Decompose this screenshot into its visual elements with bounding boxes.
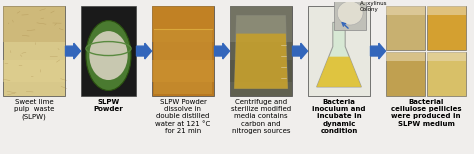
Polygon shape xyxy=(234,15,288,89)
Bar xyxy=(3,6,65,96)
Bar xyxy=(81,6,136,96)
FancyArrow shape xyxy=(215,43,229,59)
Bar xyxy=(230,6,292,42)
Bar xyxy=(154,29,212,94)
FancyArrow shape xyxy=(292,43,308,59)
Text: SLPW
Powder: SLPW Powder xyxy=(94,99,123,112)
Bar xyxy=(427,52,466,61)
Ellipse shape xyxy=(86,21,131,91)
Bar xyxy=(152,60,214,82)
Bar xyxy=(427,6,466,15)
Ellipse shape xyxy=(337,1,363,25)
Bar xyxy=(386,6,425,50)
Polygon shape xyxy=(234,34,288,89)
Bar xyxy=(386,52,425,96)
FancyArrow shape xyxy=(137,43,152,59)
Bar xyxy=(308,6,370,96)
Text: Bacterial
cellulose pellicles
were produced in
SLPW medium: Bacterial cellulose pellicles were produ… xyxy=(391,99,461,127)
Polygon shape xyxy=(317,57,361,87)
Bar xyxy=(427,6,466,50)
Bar xyxy=(3,6,65,42)
Bar xyxy=(152,6,214,96)
Bar xyxy=(230,60,292,82)
Text: A. xylinus
Colony: A. xylinus Colony xyxy=(360,1,386,12)
Bar xyxy=(230,6,292,96)
Text: SLPW Powder
dissolve in
double distilled
water at 121 °C
for 21 min: SLPW Powder dissolve in double distilled… xyxy=(155,99,210,134)
Text: Sweet lime
pulp  waste
(SLPW): Sweet lime pulp waste (SLPW) xyxy=(14,99,54,120)
Bar xyxy=(386,6,425,15)
FancyArrow shape xyxy=(371,43,385,59)
Bar xyxy=(334,0,366,30)
FancyArrow shape xyxy=(65,43,81,59)
Bar xyxy=(3,60,65,82)
Bar xyxy=(427,52,466,96)
Bar xyxy=(152,6,214,42)
Text: Bacteria
inoculum and
incubate in
dynamic
condition: Bacteria inoculum and incubate in dynami… xyxy=(312,99,366,134)
Polygon shape xyxy=(317,22,361,87)
Ellipse shape xyxy=(89,31,128,80)
Bar xyxy=(386,52,425,61)
Text: Centrifuge and
sterilize modified
media contains
carbon and
nitrogen sources: Centrifuge and sterilize modified media … xyxy=(231,99,291,134)
